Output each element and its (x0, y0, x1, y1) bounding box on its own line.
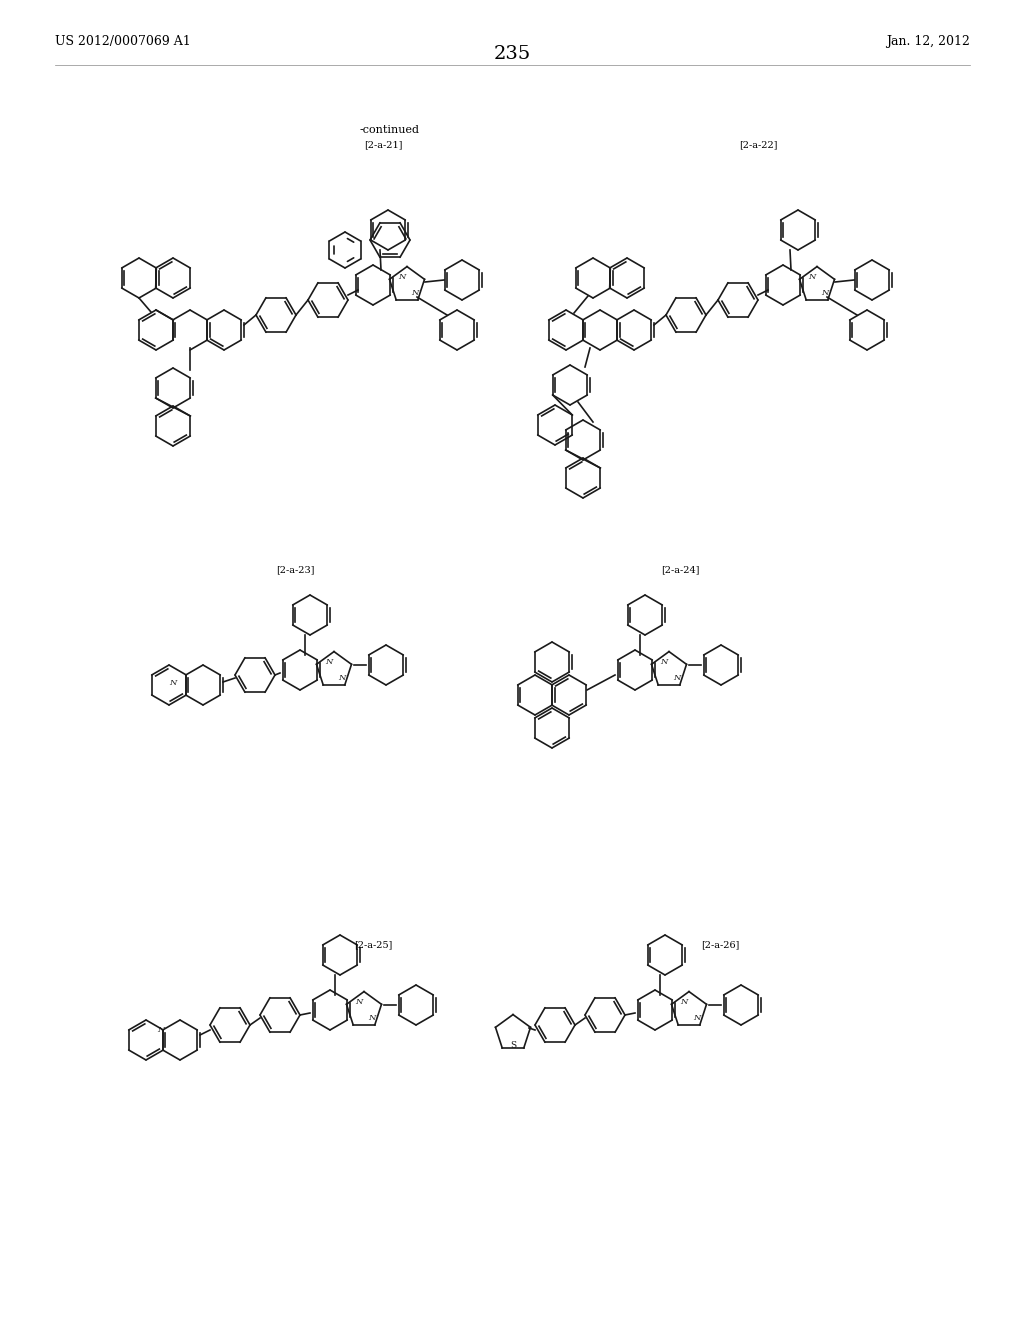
Text: N: N (398, 273, 406, 281)
Text: N: N (158, 1026, 165, 1034)
Text: N: N (660, 657, 668, 667)
Text: N: N (674, 675, 681, 682)
Text: [2-a-24]: [2-a-24] (660, 565, 699, 574)
Text: N: N (169, 678, 177, 686)
Text: N: N (412, 289, 419, 297)
Text: N: N (369, 1014, 376, 1022)
Text: N: N (338, 675, 346, 682)
Text: N: N (821, 289, 828, 297)
Text: -continued: -continued (360, 125, 420, 135)
Text: US 2012/0007069 A1: US 2012/0007069 A1 (55, 36, 190, 48)
Text: [2-a-26]: [2-a-26] (700, 940, 739, 949)
Text: [2-a-21]: [2-a-21] (364, 140, 402, 149)
Text: N: N (326, 657, 333, 667)
Text: N: N (680, 998, 688, 1006)
Text: N: N (693, 1014, 700, 1022)
Text: [2-a-22]: [2-a-22] (738, 140, 777, 149)
Text: S: S (510, 1040, 516, 1049)
Text: [2-a-25]: [2-a-25] (354, 940, 392, 949)
Text: [2-a-23]: [2-a-23] (275, 565, 314, 574)
Text: N: N (355, 998, 362, 1006)
Text: N: N (808, 273, 816, 281)
Text: Jan. 12, 2012: Jan. 12, 2012 (886, 36, 970, 48)
Text: 235: 235 (494, 45, 530, 63)
